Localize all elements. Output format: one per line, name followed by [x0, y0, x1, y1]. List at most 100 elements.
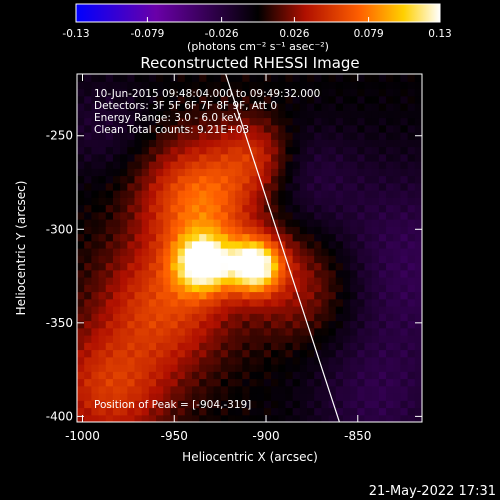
solar-limb-line [225, 74, 340, 422]
heatmap-cell [148, 277, 157, 285]
heatmap-cell [357, 306, 366, 314]
heatmap-cell [400, 182, 409, 191]
heatmap-cell [206, 88, 215, 97]
heatmap-cell [407, 400, 416, 409]
heatmap-cell [156, 255, 164, 264]
heatmap-cell [206, 284, 215, 293]
heatmap-cell [393, 320, 402, 329]
heatmap-cell [98, 385, 107, 394]
heatmap-cell [170, 197, 179, 206]
heatmap-cell [242, 313, 251, 322]
heatmap-cell [357, 255, 366, 264]
heatmap-cell [307, 262, 315, 271]
heatmap-cell [256, 95, 265, 104]
heatmap-cell [141, 95, 150, 104]
heatmap-cell [242, 400, 251, 409]
heatmap-cell [213, 306, 222, 314]
heatmap-cell [184, 385, 193, 394]
heatmap-cell [285, 371, 294, 380]
heatmap-cell [364, 110, 373, 119]
heatmap-cell [335, 356, 344, 365]
heatmap-cell [156, 81, 164, 90]
heatmap-cell [285, 356, 294, 365]
heatmap-cell [213, 356, 222, 365]
heatmap-cell [249, 74, 258, 82]
heatmap-cell [285, 81, 294, 90]
heatmap-cell [220, 132, 229, 140]
heatmap-cell [235, 74, 243, 82]
heatmap-cell [170, 284, 179, 293]
heatmap-cell [177, 110, 186, 119]
heatmap-cell [105, 291, 114, 300]
heatmap-cell [148, 74, 157, 82]
heatmap-cell [263, 335, 272, 343]
heatmap-cell [328, 400, 337, 409]
heatmap-cell [112, 284, 121, 293]
colorbar-ticks: -0.13 -0.079 -0.026 0.026 0.079 0.13 [62, 17, 452, 40]
heatmap-cell [350, 262, 358, 271]
heatmap-cell [112, 168, 121, 177]
heatmap-cell [342, 371, 351, 380]
heatmap-cell [314, 248, 322, 256]
heatmap-cell [278, 371, 287, 380]
heatmap-cell [105, 342, 114, 351]
heatmap-cell [192, 414, 200, 422]
heatmap-cell [335, 284, 344, 293]
heatmap-cell [285, 342, 294, 351]
heatmap-cell [400, 298, 409, 307]
heatmap-cell [148, 356, 157, 365]
heatmap-cell [192, 277, 200, 285]
heatmap-cell [364, 182, 373, 191]
heatmap-cell [156, 269, 164, 278]
heatmap-cell [77, 168, 85, 177]
heatmap-cell [120, 132, 128, 140]
heatmap-cell [357, 132, 366, 140]
heatmap-cell [127, 240, 136, 249]
heatmap-cell [112, 153, 121, 162]
heatmap-cell [292, 175, 301, 184]
heatmap-cell [278, 262, 287, 271]
heatmap-cell [84, 371, 92, 380]
heatmap-cell [105, 255, 114, 264]
heatmap-cell [192, 219, 200, 227]
heatmap-cell [227, 233, 236, 242]
heatmap-cell [98, 74, 107, 82]
heatmap-cell [249, 197, 258, 206]
heatmap-cell [206, 298, 215, 307]
heatmap-cell [91, 219, 100, 227]
heatmap-cell [386, 291, 394, 300]
heatmap-cell [321, 88, 330, 97]
heatmap-cell [271, 284, 279, 293]
heatmap-cell [371, 182, 380, 191]
heatmap-cell [299, 211, 308, 220]
heatmap-cell [184, 74, 193, 82]
heatmap-cell [220, 233, 229, 242]
heatmap-cell [213, 95, 222, 104]
heatmap-cell [393, 153, 402, 162]
heatmap-cell [84, 146, 92, 155]
heatmap-cell [170, 248, 179, 256]
heatmap-cell [393, 371, 402, 380]
heatmap-cell [98, 117, 107, 126]
heatmap-cell [120, 371, 128, 380]
heatmap-cell [414, 269, 422, 278]
heatmap-cell [120, 356, 128, 365]
heatmap-cell [91, 277, 100, 285]
heatmap-cell [227, 284, 236, 293]
heatmap-cell [105, 349, 114, 358]
heatmap-cell [400, 211, 409, 220]
heatmap-cell [321, 262, 330, 271]
heatmap-cell [206, 110, 215, 119]
heatmap-cell [307, 153, 315, 162]
heatmap-cell [378, 124, 387, 133]
heatmap-cell [400, 313, 409, 322]
heatmap-cell [249, 400, 258, 409]
heatmap-cell [170, 211, 179, 220]
heatmap-cell [91, 161, 100, 169]
heatmap-cell [271, 204, 279, 213]
heatmap-cell [84, 269, 92, 278]
heatmap-cell [105, 124, 114, 133]
heatmap-cell [148, 298, 157, 307]
heatmap-cell [386, 320, 394, 329]
heatmap-cell [156, 146, 164, 155]
